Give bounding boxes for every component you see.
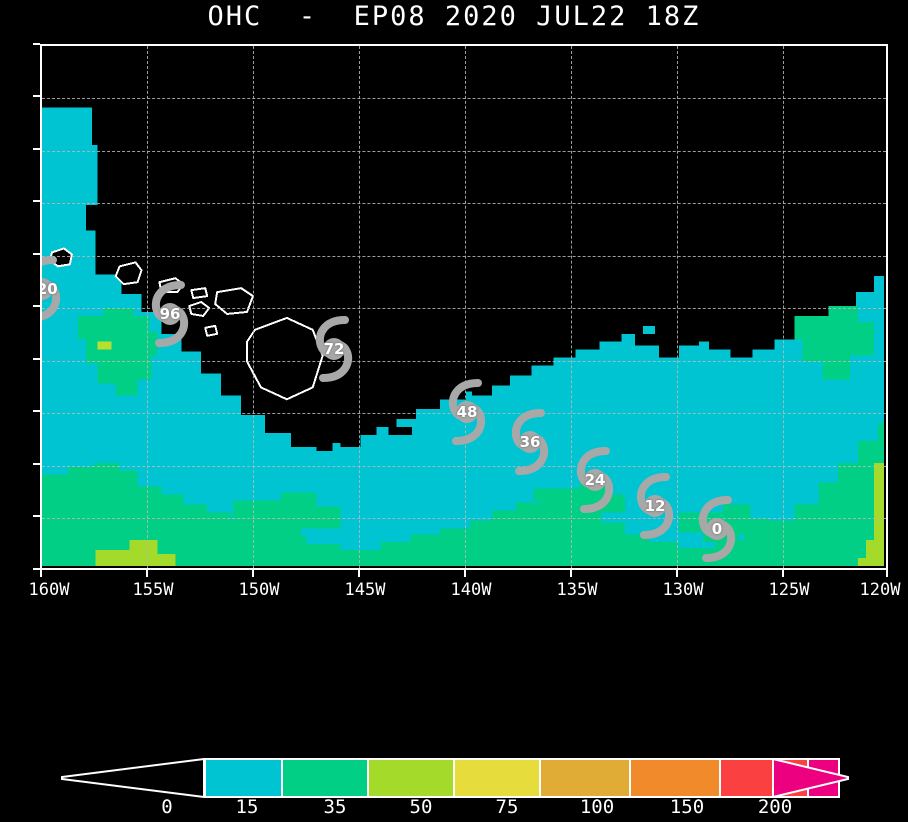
y-axis: 30N 28N 26N 24N 22N 20N 18N 16N 14N 12N … [0,43,908,570]
ohc-field-raster [42,46,886,568]
gridline-vertical [147,46,148,568]
x-tick [252,570,254,577]
cyclone-marker-120[interactable]: 120 [42,252,65,326]
y-tick [33,43,40,45]
colorbar-tick: 50 [409,796,433,818]
x-axis-label: 120W [859,580,901,600]
cyclone-hour-label: 48 [456,403,478,421]
y-tick [33,463,40,465]
cyclone-hour-label: 12 [644,497,666,515]
gridline-horizontal [42,308,886,309]
gridline-vertical [677,46,678,568]
gridline-horizontal [42,466,886,467]
x-tick [40,570,42,577]
gridline-vertical [465,46,466,568]
gridline-vertical [571,46,572,568]
cyclone-hour-label: 96 [159,305,181,323]
x-axis-label: 140W [450,580,492,600]
y-tick [33,95,40,97]
x-axis-label: 160W [28,580,70,600]
y-tick [33,568,40,570]
gridline-horizontal [42,151,886,152]
colorbar-tick: 200 [757,796,793,818]
colorbar-over-arrow [772,757,850,799]
y-tick [33,515,40,517]
cyclone-hour-label: 24 [584,471,606,489]
colorbar-band-15-35[interactable] [282,758,368,798]
figure-title: OHC - EP08 2020 JUL22 18Z [207,1,701,32]
x-tick [146,570,148,577]
cyclone-marker-24[interactable]: 24 [572,443,618,517]
x-tick [464,570,466,577]
x-axis: 160W 155W 150W 145W 140W 135W 130W 125W … [0,570,908,602]
cyclone-hour-label: 72 [323,340,345,358]
cyclone-marker-12[interactable]: 12 [632,469,678,543]
colorbar-tick: 150 [669,796,705,818]
gridline-horizontal [42,256,886,257]
x-tick [886,570,888,577]
gridline-horizontal [42,203,886,204]
cyclone-marker-96[interactable]: 96 [147,277,193,351]
x-axis-label: 130W [662,580,704,600]
gridline-vertical [253,46,254,568]
cyclone-hour-label: 0 [711,520,723,538]
x-tick [358,570,360,577]
colorbar-band-35-50[interactable] [368,758,454,798]
cyclone-marker-0[interactable]: 0 [694,492,740,566]
x-axis-label: 135W [556,580,598,600]
colorbar-band-0-15[interactable] [204,758,282,798]
map-plot-area: 0 12 24 36 [40,44,888,570]
x-axis-label: 145W [344,580,386,600]
colorbar-tick: 0 [161,796,173,818]
colorbar-under-arrow [60,757,206,799]
x-tick [676,570,678,577]
colorbar-band-75-100[interactable] [540,758,630,798]
colorbar-tick-labels: 0 15 35 50 75 100 150 200 [0,796,908,822]
y-tick [33,305,40,307]
x-axis-label: 155W [132,580,174,600]
colorbar-tick: 75 [495,796,519,818]
gridline-vertical [783,46,784,568]
y-tick [33,148,40,150]
y-tick [33,410,40,412]
x-axis-label: 150W [238,580,280,600]
cyclone-hour-label: 36 [519,433,541,451]
colorbar-band-50-75[interactable] [454,758,540,798]
cyclone-marker-72[interactable]: 72 [311,312,357,386]
gridline-horizontal [42,361,886,362]
x-axis-label: 125W [768,580,810,600]
colorbar: 0 15 35 50 75 100 150 200 [0,752,908,818]
gridline-horizontal [42,98,886,99]
x-tick [782,570,784,577]
colorbar-tick: 35 [323,796,347,818]
cyclone-marker-48[interactable]: 48 [444,375,490,449]
colorbar-bands [204,758,840,798]
y-tick [33,253,40,255]
cyclone-marker-36[interactable]: 36 [507,405,553,479]
y-tick [33,358,40,360]
colorbar-tick: 100 [579,796,615,818]
colorbar-band-100-150[interactable] [630,758,720,798]
cyclone-hour-label: 120 [42,280,58,298]
y-tick [33,200,40,202]
gridline-horizontal [42,518,886,519]
colorbar-tick: 15 [235,796,259,818]
x-tick [570,570,572,577]
gridline-vertical [359,46,360,568]
